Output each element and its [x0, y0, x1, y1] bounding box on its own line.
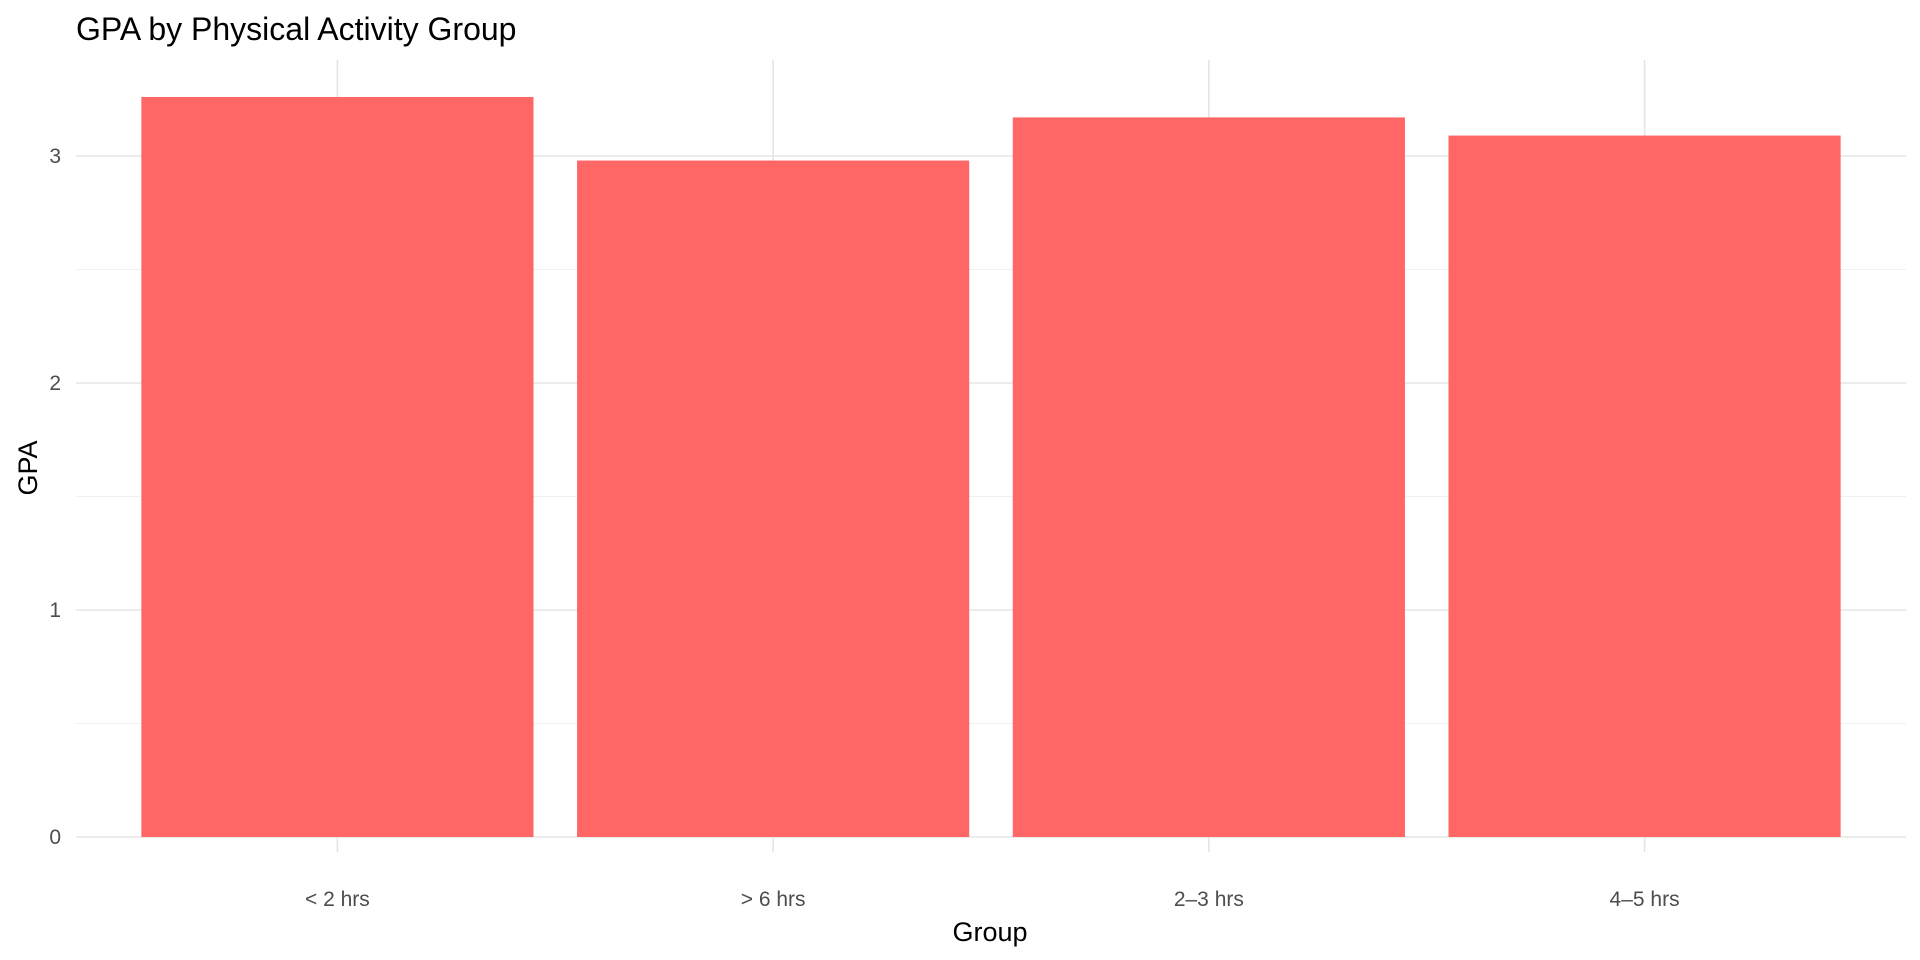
- bar: [1448, 135, 1841, 837]
- y-tick-label: 1: [49, 599, 61, 622]
- bars: [141, 96, 1841, 838]
- x-tick-label: < 2 hrs: [305, 888, 370, 911]
- tick-labels: 0 1 2 3 < 2 hrs > 6 hrs 2–3 hrs 4–5 hrs: [49, 145, 1679, 911]
- bar: [141, 96, 534, 838]
- y-axis-title: GPA: [13, 440, 43, 495]
- bar: [1012, 117, 1405, 837]
- bar: [577, 160, 970, 838]
- y-tick-label: 2: [49, 372, 61, 395]
- y-tick-label: 3: [49, 145, 61, 168]
- x-axis-title: Group: [952, 917, 1027, 947]
- y-tick-label: 0: [49, 826, 61, 849]
- x-tick-label: 2–3 hrs: [1174, 888, 1244, 911]
- chart-title: GPA by Physical Activity Group: [76, 11, 516, 47]
- x-tick-label: > 6 hrs: [741, 888, 806, 911]
- x-tick-label: 4–5 hrs: [1610, 888, 1680, 911]
